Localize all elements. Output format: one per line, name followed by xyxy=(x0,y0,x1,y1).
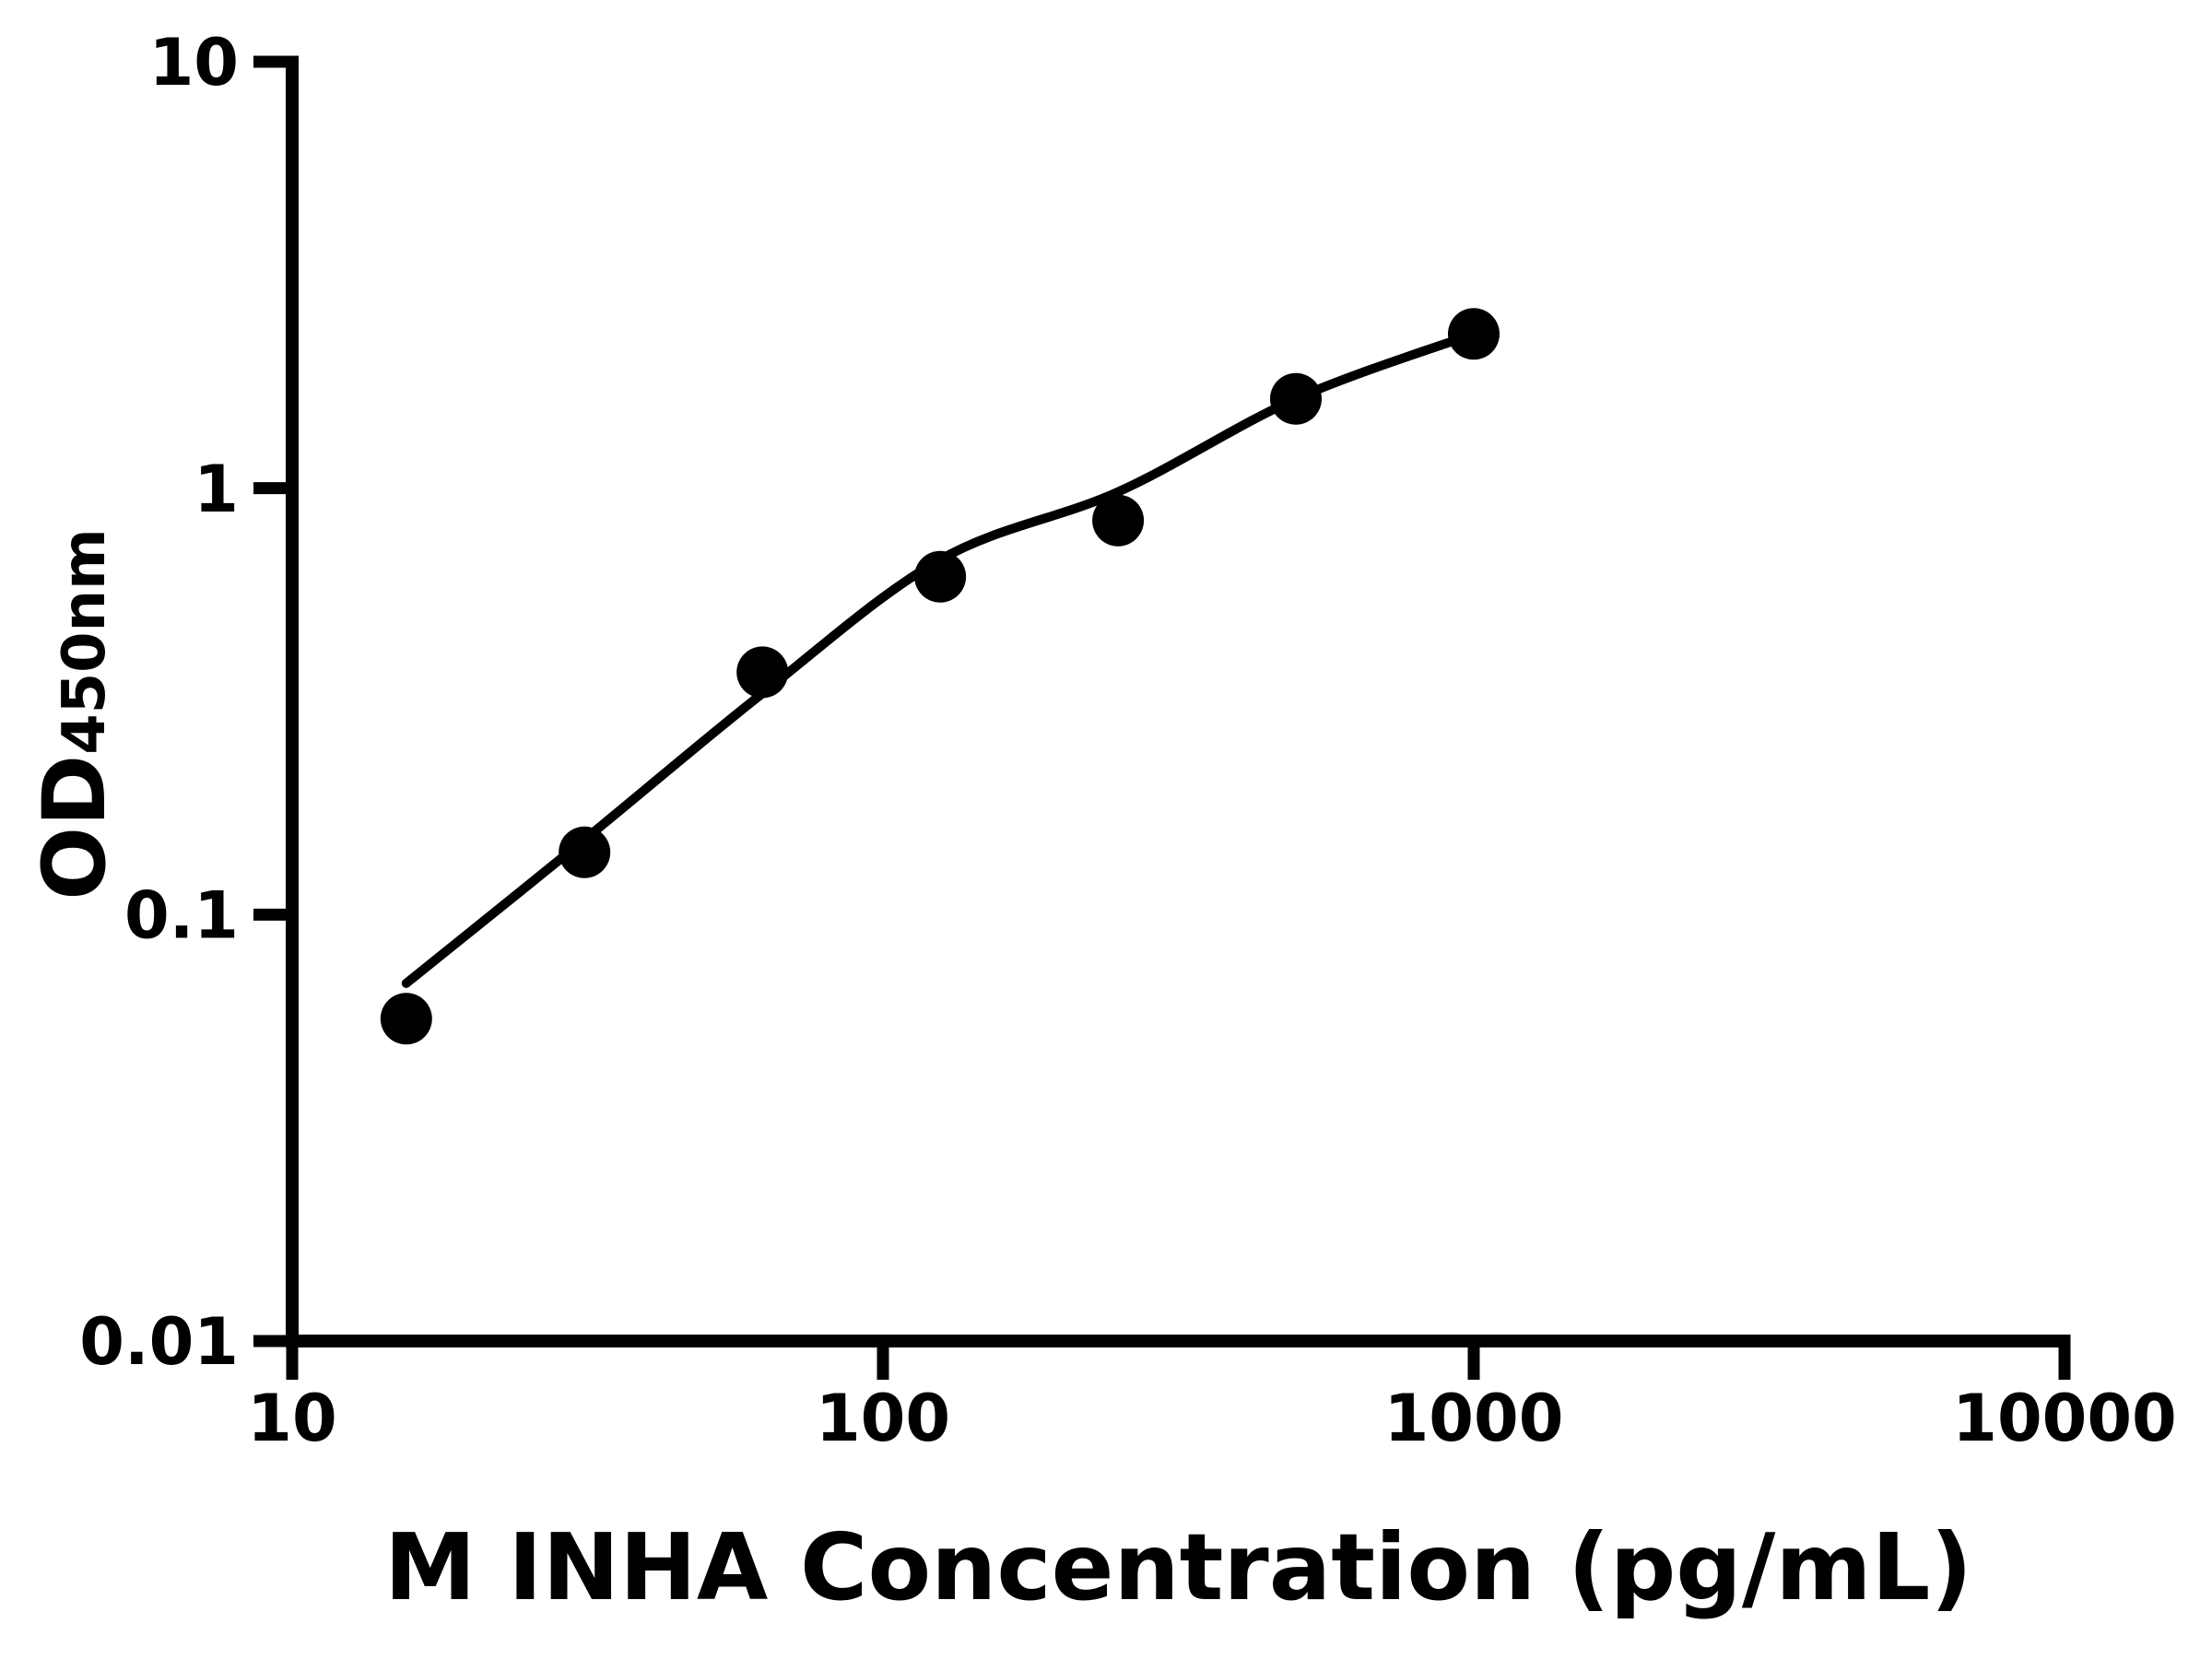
y-axis-title-subscript: 450nm xyxy=(51,528,119,755)
x-tick-label: 1000 xyxy=(1384,1381,1564,1456)
data-point xyxy=(1092,494,1145,547)
y-tick-label: 0.1 xyxy=(124,878,239,954)
x-tick-label: 100 xyxy=(816,1381,950,1456)
data-point xyxy=(380,993,432,1045)
x-tick-label: 10 xyxy=(247,1381,336,1456)
y-tick-label: 10 xyxy=(149,25,239,100)
x-axis-title: M INHA Concentration (pg/mL) xyxy=(383,1513,1973,1621)
data-point xyxy=(914,550,967,603)
y-axis-title: OD450nm xyxy=(25,528,125,900)
y-tick-label: 1 xyxy=(194,452,239,527)
y-tick-label: 0.01 xyxy=(79,1304,239,1380)
data-point xyxy=(1270,372,1322,425)
fit-curve xyxy=(401,329,1478,988)
y-axis-title-main: OD xyxy=(25,754,125,900)
data-point xyxy=(559,826,611,878)
data-point xyxy=(1448,308,1500,360)
x-tick-label: 10000 xyxy=(1952,1381,2177,1456)
data-point xyxy=(736,646,789,699)
